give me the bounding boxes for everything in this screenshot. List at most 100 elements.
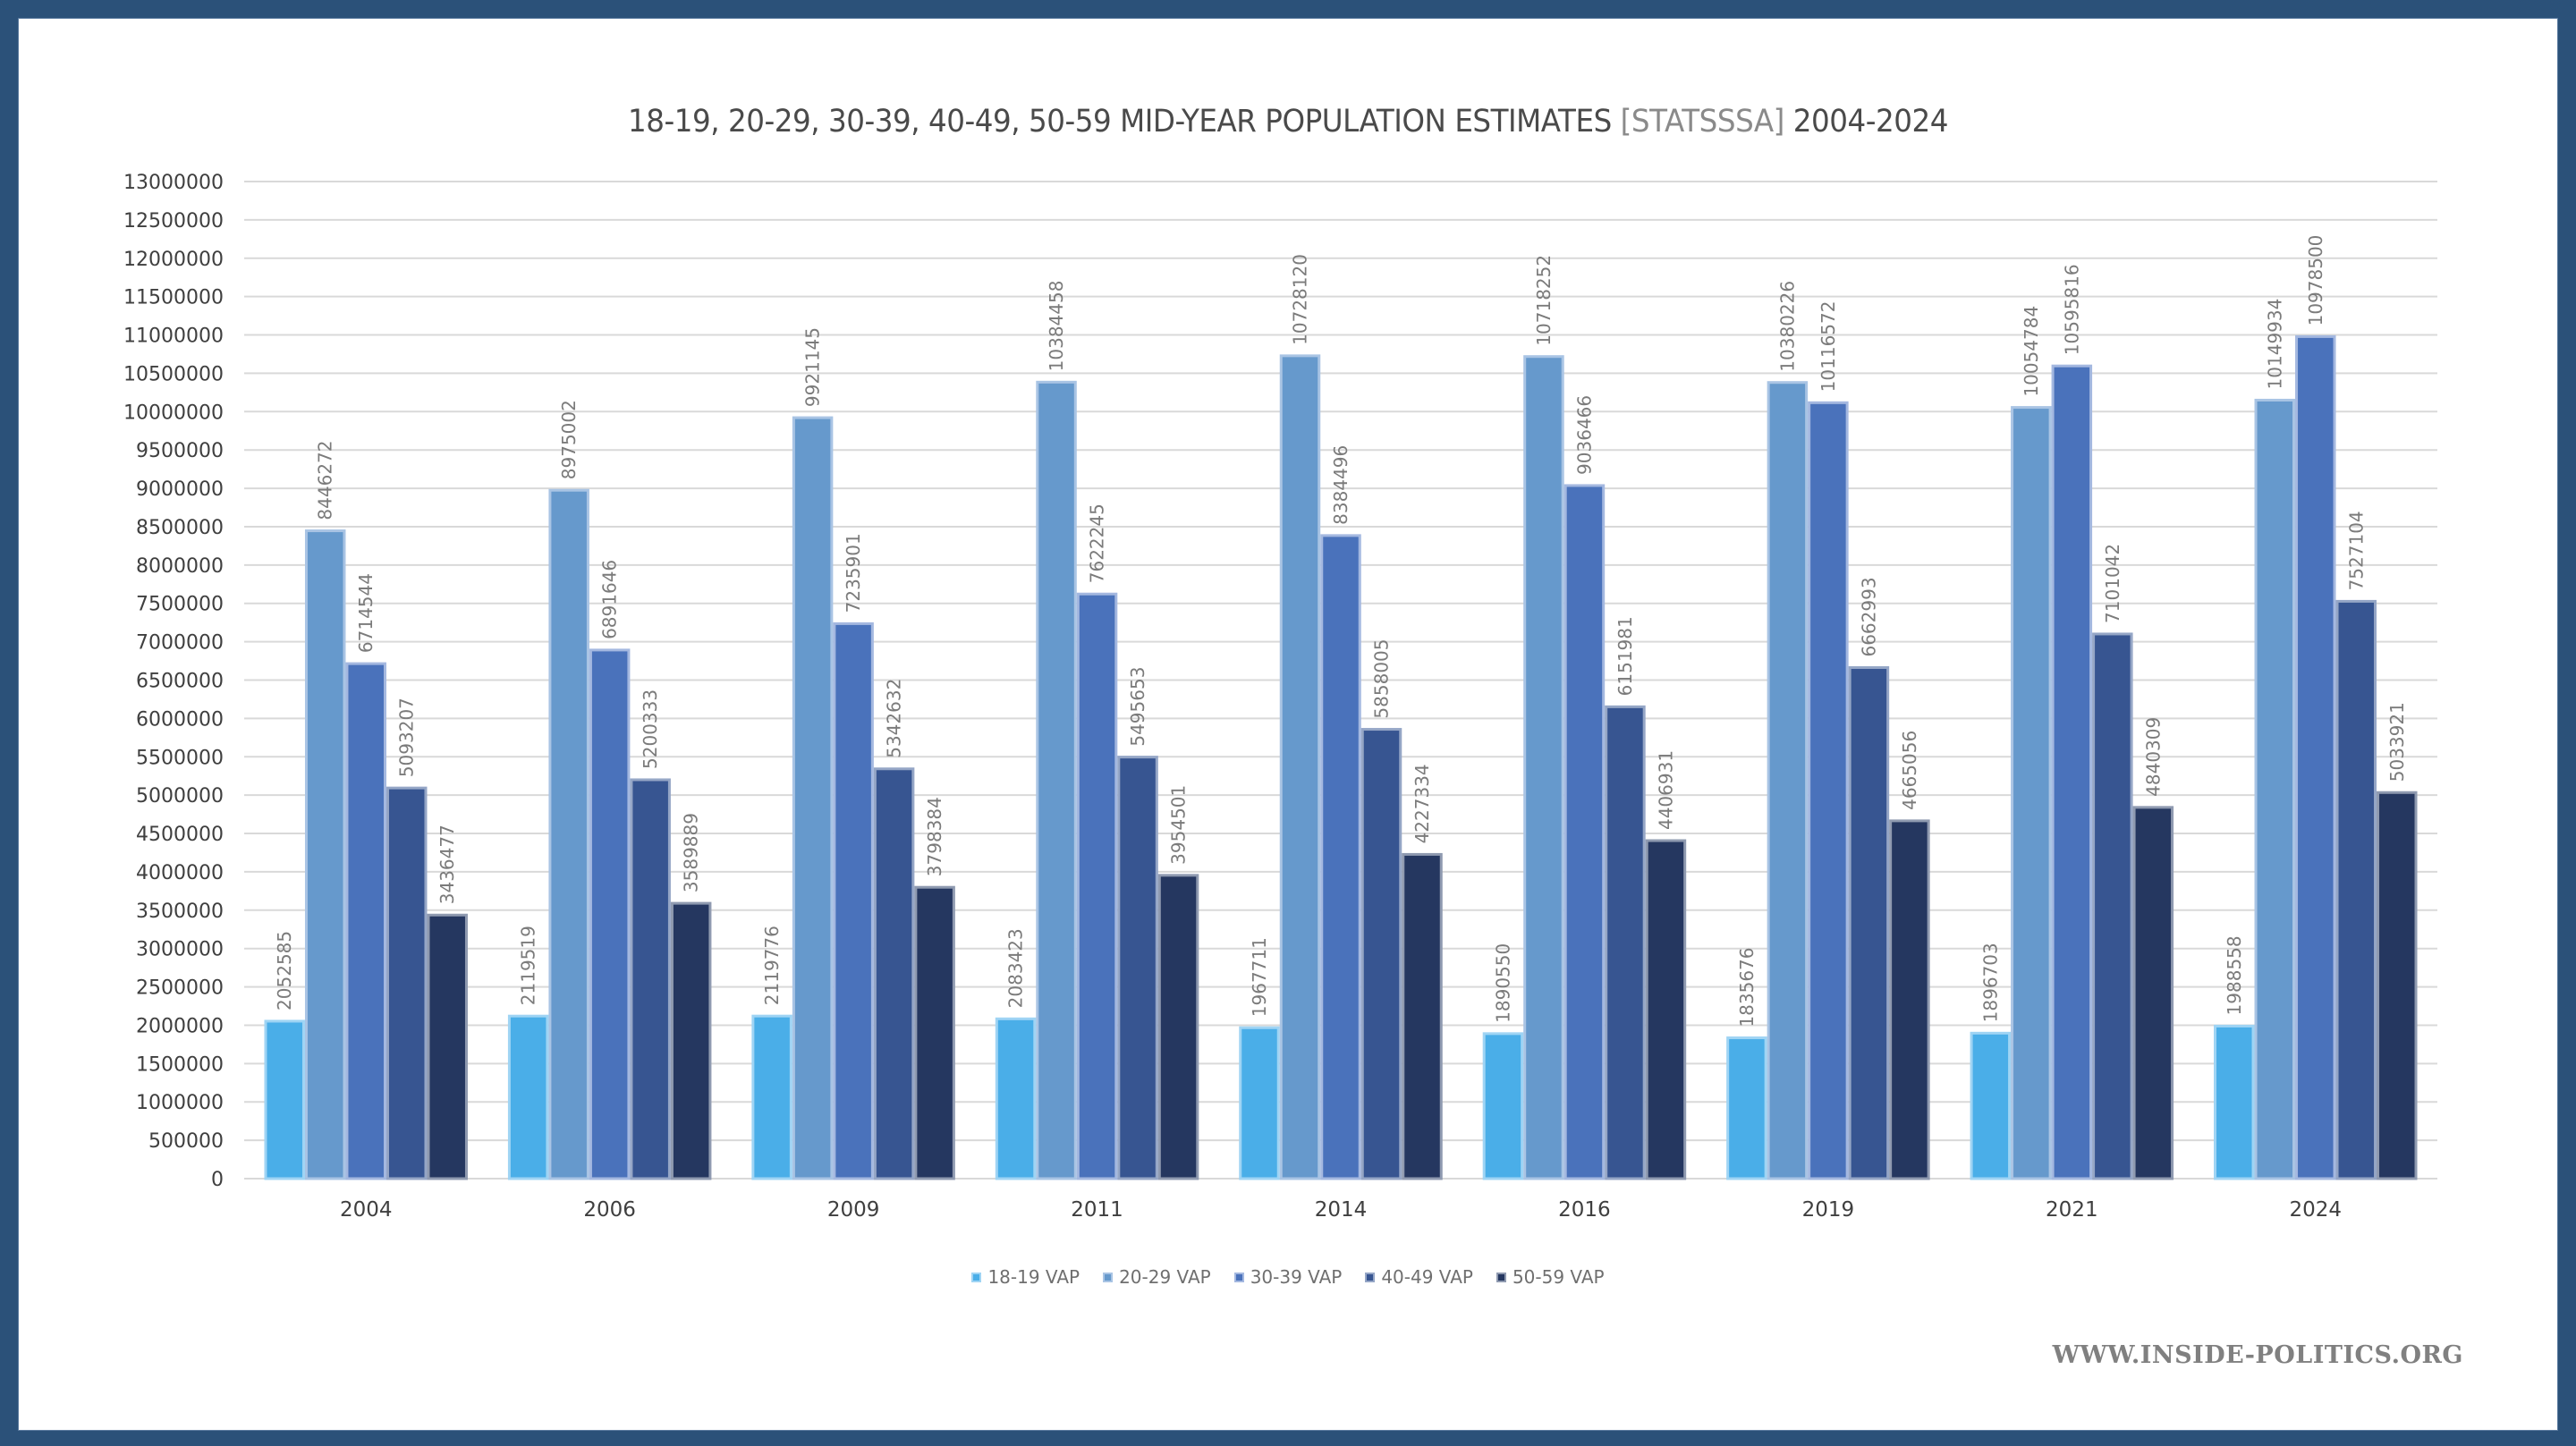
x-category-label: 2024: [2290, 1198, 2343, 1222]
data-label: 9036466: [1573, 395, 1595, 475]
legend-item: 18-19 VAP: [971, 1266, 1080, 1288]
y-tick-label: 7500000: [136, 594, 224, 616]
x-category-label: 2016: [1558, 1198, 1611, 1222]
data-label: 6714544: [355, 573, 377, 653]
y-tick-label: 11500000: [123, 287, 224, 309]
bar-18-19-vap: [1239, 1026, 1280, 1180]
data-label: 10116572: [1818, 301, 1839, 393]
bar-50-59-vap: [2377, 791, 2418, 1180]
legend-label: 30-39 VAP: [1250, 1266, 1343, 1288]
y-tick-label: 6000000: [136, 708, 224, 731]
bar-18-19-vap: [751, 1014, 792, 1180]
y-tick-label: 7000000: [136, 632, 224, 655]
watermark: WWW.INSIDE-POLITICS.ORG: [2052, 1341, 2463, 1369]
legend-item: 40-49 VAP: [1365, 1266, 1473, 1288]
bar-30-39-vap: [345, 662, 386, 1180]
legend-label: 50-59 VAP: [1512, 1266, 1605, 1288]
title-main: 18-19, 20-29, 30-39, 40-49, 50-59 MID-YE…: [627, 104, 1621, 140]
y-tick-label: 10500000: [123, 363, 224, 385]
y-tick-label: 4000000: [136, 862, 224, 884]
y-tick-label: 3000000: [136, 939, 224, 961]
data-label: 10054784: [2021, 306, 2042, 397]
data-label: 10595816: [2061, 264, 2082, 355]
x-category-label: 2019: [1802, 1198, 1855, 1222]
legend-swatch: [1496, 1272, 1506, 1282]
y-tick-label: 9000000: [136, 478, 224, 501]
bar-50-59-vap: [914, 885, 955, 1180]
bar-18-19-vap: [264, 1019, 305, 1180]
title-source: [STATSSSA]: [1620, 104, 1785, 140]
data-label: 7622245: [1087, 503, 1108, 583]
bar-30-39-vap: [1808, 401, 1849, 1180]
data-label: 5033921: [2386, 702, 2408, 782]
bar-50-59-vap: [427, 913, 468, 1180]
legend-swatch: [1103, 1272, 1114, 1282]
data-label: 5342632: [884, 679, 905, 758]
data-label: 1835676: [1736, 947, 1758, 1027]
legend: 18-19 VAP 20-29 VAP 30-39 VAP 40-49 VAP 50-5…: [19, 1266, 2557, 1288]
bar-18-19-vap: [1726, 1036, 1767, 1180]
legend-label: 40-49 VAP: [1381, 1266, 1473, 1288]
data-label: 1967711: [1249, 937, 1270, 1017]
bar-40-49-vap: [1117, 756, 1158, 1180]
x-category-label: 2009: [827, 1198, 880, 1222]
data-label: 3798384: [924, 797, 945, 876]
y-tick-label: 11000000: [123, 326, 224, 348]
bar-30-39-vap: [1320, 534, 1361, 1180]
bar-20-29-vap: [304, 529, 346, 1180]
y-tick-label: 3500000: [136, 901, 224, 923]
data-label: 3589889: [681, 813, 702, 892]
data-label: 4227334: [1411, 764, 1433, 843]
legend-label: 18-19 VAP: [987, 1266, 1080, 1288]
data-label: 6662993: [1858, 577, 1879, 656]
data-label: 2119776: [761, 926, 783, 1005]
bar-20-29-vap: [2011, 406, 2052, 1180]
y-tick-label: 10000000: [123, 402, 224, 424]
data-label: 8384496: [1330, 445, 1352, 525]
legend-label: 20-29 VAP: [1119, 1266, 1211, 1288]
bar-50-59-vap: [1157, 874, 1199, 1180]
y-tick-label: 5500000: [136, 747, 224, 769]
x-category-label: 2004: [340, 1198, 393, 1222]
bar-40-49-vap: [1360, 728, 1402, 1180]
x-category-label: 2014: [1315, 1198, 1368, 1222]
y-tick-label: 0: [211, 1169, 224, 1191]
data-label: 5093207: [396, 698, 418, 777]
y-tick-label: 9500000: [136, 440, 224, 462]
data-label: 2052585: [274, 931, 295, 1011]
y-tick-label: 4500000: [136, 824, 224, 846]
bar-20-29-vap: [1523, 355, 1564, 1180]
y-tick-label: 12000000: [123, 249, 224, 271]
data-label: 1988558: [2224, 935, 2245, 1015]
data-label: 3954501: [1168, 785, 1190, 865]
bar-20-29-vap: [1036, 380, 1077, 1180]
data-label: 2083423: [1005, 928, 1027, 1008]
bar-40-49-vap: [630, 778, 671, 1180]
y-tick-label: 5000000: [136, 785, 224, 808]
data-label: 1890550: [1492, 943, 1513, 1023]
bar-40-49-vap: [1848, 666, 1890, 1180]
bar-18-19-vap: [995, 1017, 1037, 1180]
bar-18-19-vap: [1482, 1032, 1524, 1180]
bar-20-29-vap: [2254, 398, 2296, 1180]
data-label: 4406931: [1655, 750, 1676, 830]
data-label: 6891646: [599, 560, 621, 639]
y-tick-label: 13000000: [123, 172, 224, 194]
y-tick-label: 12500000: [123, 210, 224, 233]
legend-swatch: [1365, 1272, 1376, 1282]
y-tick-label: 6500000: [136, 671, 224, 693]
data-label: 3436477: [436, 824, 458, 904]
bar-50-59-vap: [670, 901, 712, 1180]
y-tick-label: 1500000: [136, 1053, 224, 1076]
legend-item: 20-29 VAP: [1103, 1266, 1211, 1288]
data-label: 7101042: [2102, 544, 2123, 623]
data-label: 1896703: [1979, 943, 2001, 1022]
data-label: 6151981: [1614, 616, 1636, 696]
bar-18-19-vap: [507, 1014, 549, 1180]
bar-30-39-vap: [2295, 334, 2336, 1180]
data-label: 10384458: [1046, 281, 1067, 372]
data-label: 10380226: [1776, 281, 1798, 372]
data-label: 7235901: [843, 533, 864, 613]
chart-title: 18-19, 20-29, 30-39, 40-49, 50-59 MID-YE…: [107, 104, 2468, 140]
